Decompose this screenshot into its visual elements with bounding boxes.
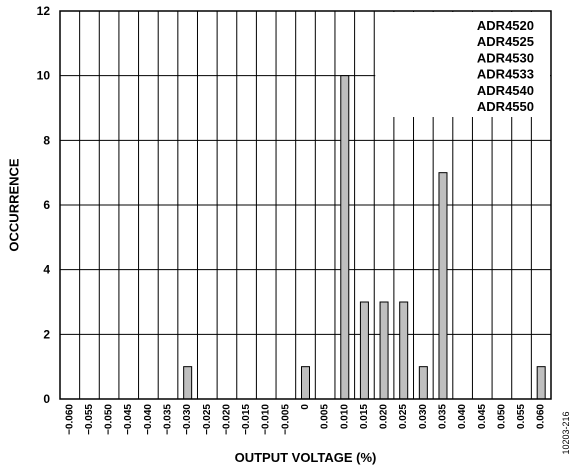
bar xyxy=(183,366,193,400)
x-tick-label: −0.005 xyxy=(280,404,291,435)
legend-entry: ADR4520 xyxy=(477,18,534,33)
bar xyxy=(438,172,448,400)
y-tick-label: 2 xyxy=(43,327,50,341)
x-tick-label: −0.020 xyxy=(221,404,232,435)
x-tick-label: 0.045 xyxy=(477,404,488,429)
y-tick-label: 6 xyxy=(43,198,50,212)
x-tick-label: 0.040 xyxy=(457,404,468,429)
y-tick-label: 10 xyxy=(37,69,51,83)
x-tick-label: 0.055 xyxy=(516,404,527,429)
x-tick-label: 0 xyxy=(300,404,311,410)
x-axis-label: OUTPUT VOLTAGE (%) xyxy=(235,450,377,465)
x-tick-label: −0.045 xyxy=(123,404,134,435)
legend-entry: ADR4525 xyxy=(477,34,534,49)
bar xyxy=(536,366,546,400)
x-tick-label: 0.060 xyxy=(536,404,547,429)
legend-entry: ADR4533 xyxy=(477,67,534,82)
x-tick-label: −0.060 xyxy=(64,404,75,435)
bar xyxy=(340,75,350,400)
bar xyxy=(301,366,310,400)
x-tick-label: −0.015 xyxy=(241,404,252,435)
x-tick-label: 0.010 xyxy=(339,404,350,429)
figure-code: 10203-216 xyxy=(561,411,571,454)
x-tick-label: 0.025 xyxy=(398,404,409,429)
x-axis-ticks: −0.060 −0.055 −0.050 −0.045 −0.040 −0.035 −0.0… xyxy=(64,404,546,435)
x-tick-label: 0.035 xyxy=(437,404,448,429)
x-tick-label: 0.015 xyxy=(359,404,370,429)
legend-entry: ADR4530 xyxy=(477,50,534,65)
x-tick-label: 0.050 xyxy=(496,404,507,429)
y-axis-ticks: 0 2 4 6 8 10 12 xyxy=(37,4,51,406)
legend-entry: ADR4540 xyxy=(477,83,534,98)
x-tick-label: −0.030 xyxy=(182,404,193,435)
x-tick-label: 0.005 xyxy=(320,404,331,429)
y-tick-label: 8 xyxy=(43,133,50,147)
x-tick-label: −0.010 xyxy=(261,404,272,435)
bar xyxy=(359,301,369,400)
y-tick-label: 0 xyxy=(43,392,50,406)
x-tick-label: −0.040 xyxy=(143,404,154,435)
bar xyxy=(379,301,389,400)
y-axis-label: OCCURRENCE xyxy=(7,158,22,252)
bar xyxy=(399,301,409,400)
y-tick-label: 12 xyxy=(37,4,51,18)
x-tick-label: 0.020 xyxy=(379,404,390,429)
bars xyxy=(183,75,546,400)
x-tick-label: 0.030 xyxy=(418,404,429,429)
y-tick-label: 4 xyxy=(43,263,50,277)
x-tick-label: −0.055 xyxy=(84,404,95,435)
x-tick-label: −0.025 xyxy=(202,404,213,435)
legend-background xyxy=(375,12,550,117)
x-tick-label: −0.050 xyxy=(104,404,115,435)
plot-frame xyxy=(59,10,552,400)
legend-entry: ADR4550 xyxy=(477,99,534,114)
x-tick-label: −0.035 xyxy=(163,404,174,435)
bar xyxy=(418,366,428,400)
